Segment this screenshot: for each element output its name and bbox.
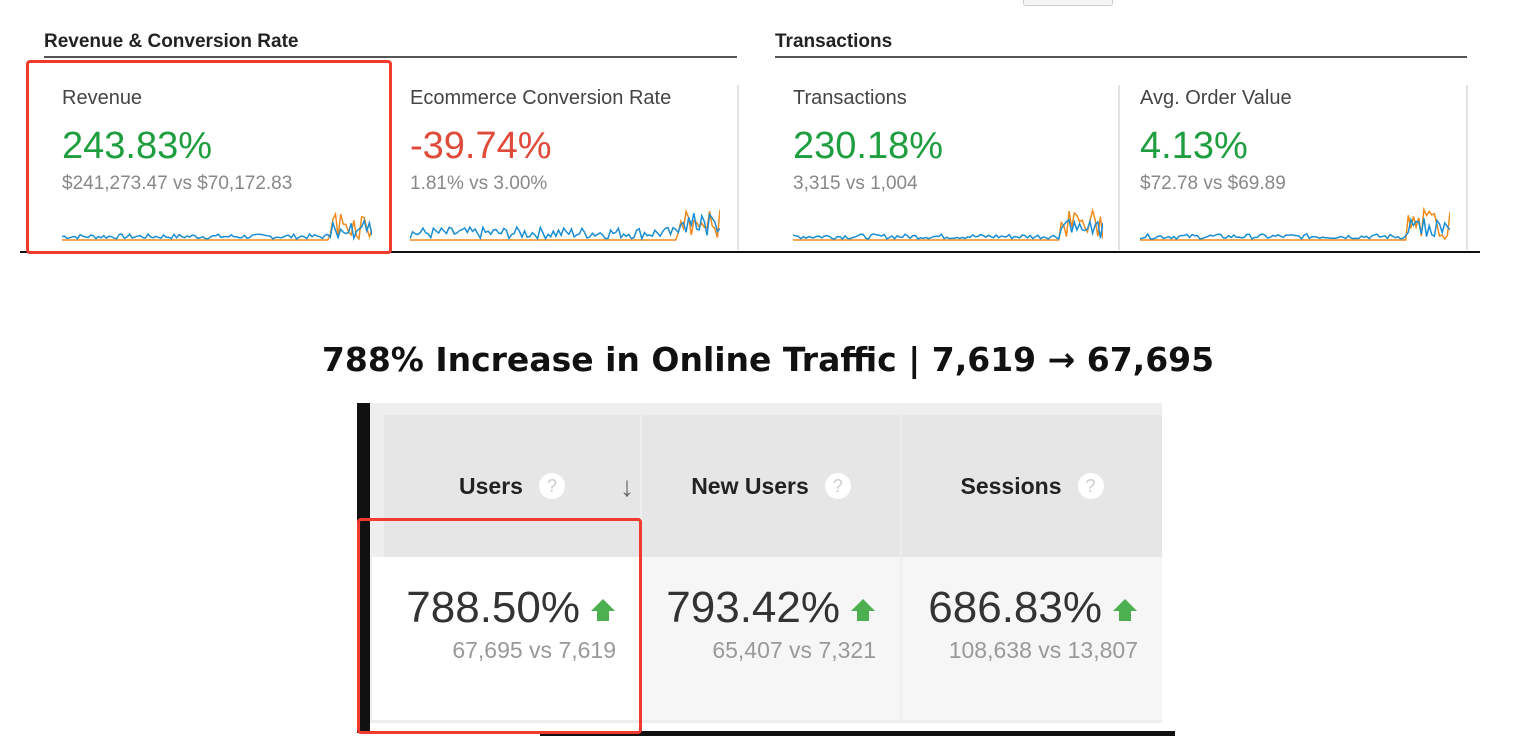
- headline: 788% Increase in Online Traffic | 7,619 …: [321, 340, 1215, 379]
- metric-compare: 3,315 vs 1,004: [793, 173, 918, 194]
- sparkline-current: [62, 218, 372, 242]
- arrow-up-icon: [1113, 599, 1137, 622]
- table-edge: [357, 403, 370, 733]
- metric-card-avg-order-value[interactable]: Avg. Order Value 4.13% $72.78 vs $69.89: [1140, 85, 1450, 250]
- divider: [1118, 85, 1120, 250]
- top-button-edge[interactable]: [1023, 0, 1113, 6]
- highlight-box-revenue: [26, 60, 392, 254]
- sort-arrow-down-icon[interactable]: ↓: [620, 471, 634, 502]
- group-title-transactions: Transactions: [775, 31, 893, 52]
- help-icon[interactable]: ?: [538, 473, 565, 499]
- group-title-revenue-conversion: Revenue & Conversion Rate: [44, 31, 299, 52]
- metric-card-revenue[interactable]: Revenue 243.83% $241,273.47 vs $70,172.8…: [62, 85, 372, 250]
- compare-value: 65,407 vs 7,321: [712, 637, 876, 663]
- arrow-up-icon: [591, 599, 615, 622]
- header-label: Users: [459, 472, 523, 499]
- divider: [737, 85, 739, 250]
- cell-sessions: 686.83% 108,638 vs 13,807: [902, 557, 1162, 720]
- sparkline: [410, 208, 720, 241]
- column-header-users[interactable]: Users? ↓: [384, 415, 640, 557]
- compare-value: 108,638 vs 13,807: [948, 637, 1138, 663]
- sparkline-current: [793, 218, 1103, 241]
- metric-label: Revenue: [62, 87, 143, 109]
- divider: [775, 56, 1467, 58]
- cell-new-users: 793.42% 65,407 vs 7,321: [642, 557, 900, 720]
- metric-label: Ecommerce Conversion Rate: [410, 87, 672, 109]
- change-value: 793.42%: [666, 583, 840, 632]
- metric-card-transactions[interactable]: Transactions 230.18% 3,315 vs 1,004: [793, 85, 1103, 250]
- sparkline-current: [1140, 217, 1450, 241]
- column-header-new-users[interactable]: New Users?: [642, 415, 900, 557]
- metric-change: 243.83%: [62, 125, 213, 167]
- header-label: Sessions: [960, 472, 1062, 499]
- metric-card-conversion-rate[interactable]: Ecommerce Conversion Rate -39.74% 1.81% …: [410, 85, 720, 250]
- arrow-up-icon: [851, 599, 875, 622]
- compare-value: 67,695 vs 7,619: [452, 637, 616, 663]
- divider: [20, 251, 1480, 253]
- sparkline-current: [410, 212, 720, 241]
- metric-change: 230.18%: [793, 125, 944, 167]
- highlight-box-users: [357, 518, 642, 734]
- sparkline-previous: [1140, 206, 1450, 241]
- header-label: New Users: [691, 472, 809, 499]
- metric-change: -39.74%: [410, 125, 552, 167]
- column-header-sessions[interactable]: Sessions?: [902, 415, 1162, 557]
- sparkline: [62, 211, 372, 242]
- metric-label: Transactions: [793, 87, 907, 109]
- help-icon[interactable]: ?: [1077, 473, 1104, 499]
- metric-label: Avg. Order Value: [1140, 87, 1292, 109]
- change-value: 788.50%: [406, 583, 580, 632]
- metric-compare: $72.78 vs $69.89: [1140, 173, 1286, 194]
- sparkline: [1140, 206, 1450, 241]
- sparkline-previous: [410, 208, 720, 241]
- metric-compare: 1.81% vs 3.00%: [410, 173, 548, 194]
- cell-users: 788.50% 67,695 vs 7,619: [372, 557, 640, 720]
- metric-compare: $241,273.47 vs $70,172.83: [62, 173, 293, 194]
- help-icon[interactable]: ?: [824, 473, 851, 499]
- sparkline-previous: [62, 211, 372, 241]
- divider: [44, 56, 737, 58]
- change-value: 686.83%: [928, 583, 1102, 632]
- sparkline-previous: [793, 207, 1103, 241]
- metric-change: 4.13%: [1140, 125, 1248, 167]
- sparkline: [793, 207, 1103, 241]
- divider: [1466, 85, 1468, 250]
- divider: [540, 731, 1175, 736]
